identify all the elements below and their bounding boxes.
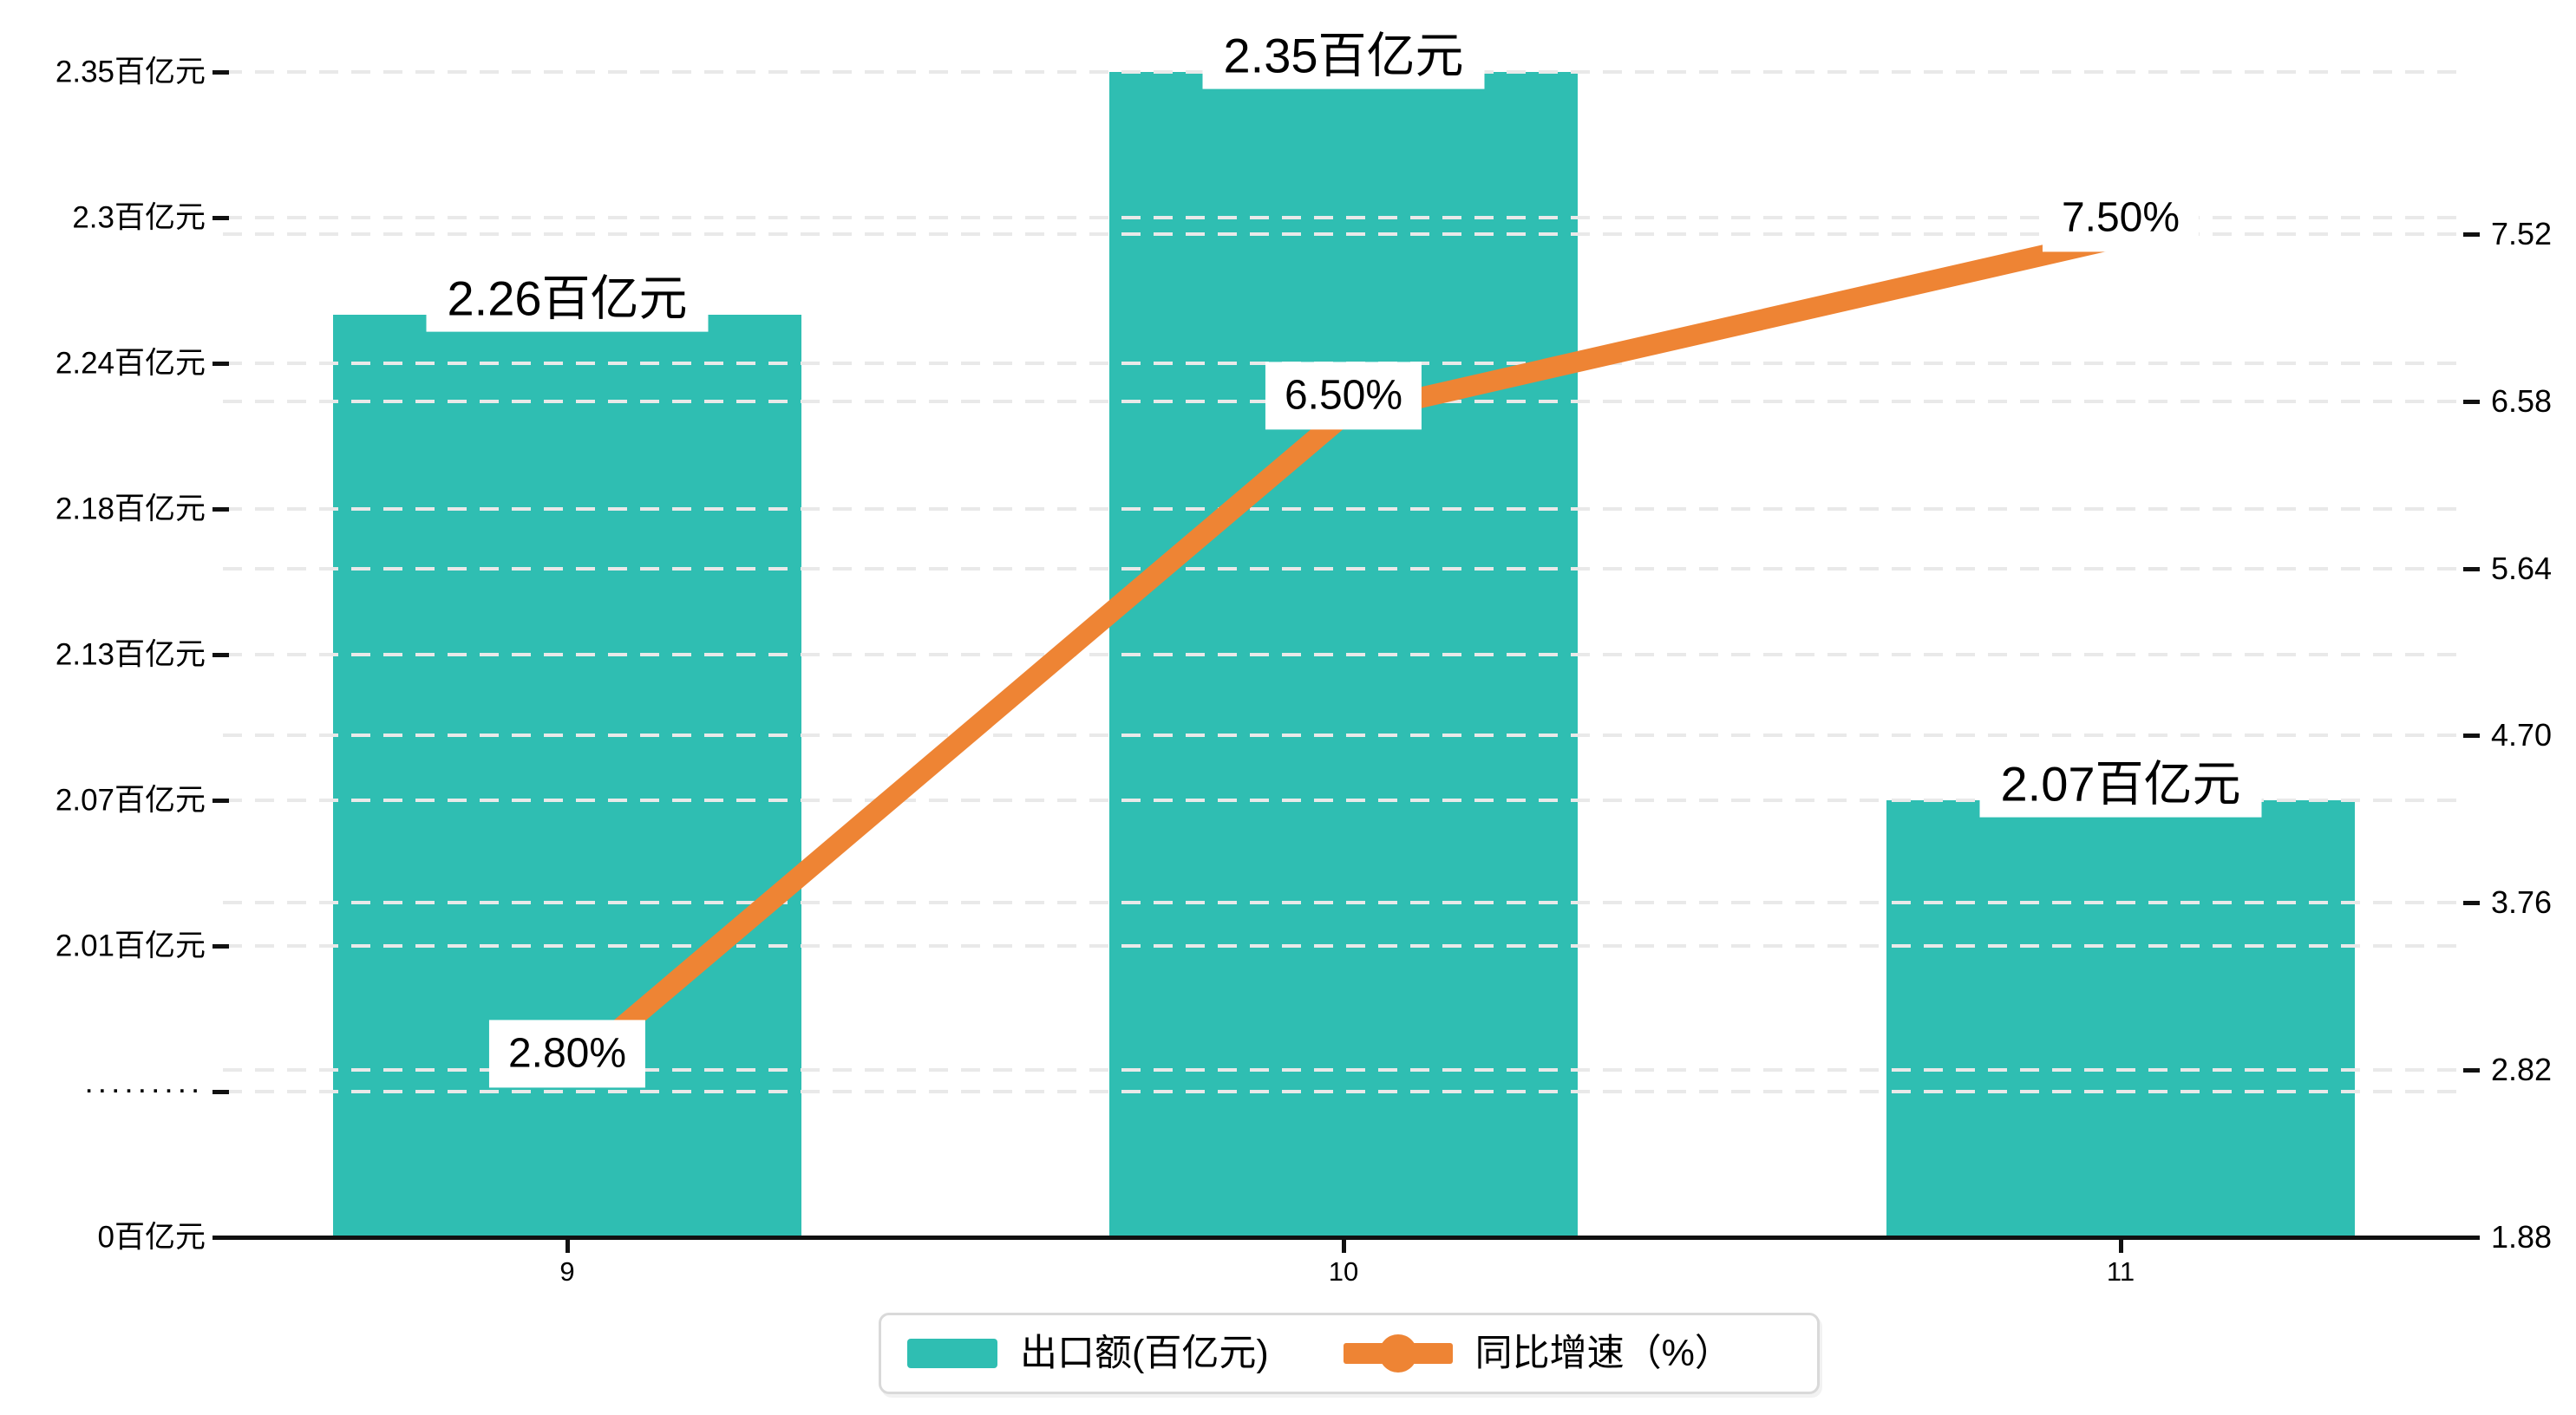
gridline <box>223 216 2460 219</box>
left-axis-tick-label: 2.35百亿元 <box>55 55 206 89</box>
growth-value-label: 2.80% <box>488 1020 646 1088</box>
gridline <box>223 507 2460 511</box>
left-axis-tick-label: 0百亿元 <box>97 1220 206 1255</box>
right-axis-tick-mark <box>2463 1236 2480 1240</box>
right-axis-tick-mark <box>2463 901 2480 905</box>
legend-label-growth: 同比增速（%） <box>1474 1332 1732 1374</box>
left-axis-tick-label: 2.13百亿元 <box>55 637 206 672</box>
left-axis-tick-mark <box>212 70 229 75</box>
x-axis-tick-label: 11 <box>2106 1256 2135 1287</box>
gridline <box>223 567 2460 571</box>
gridline <box>223 1090 2460 1093</box>
legend-label-export: 出口额(百亿元) <box>1020 1332 1269 1374</box>
left-axis-tick-mark <box>212 362 229 366</box>
left-axis-tick-mark <box>212 944 229 949</box>
right-axis-tick-label: 7.52 <box>2491 216 2553 251</box>
left-axis-tick-label: 2.01百亿元 <box>55 929 206 963</box>
legend-item-export[interactable]: 出口额(百亿元) <box>881 1315 1269 1392</box>
bar-value-label: 2.26百亿元 <box>426 265 709 332</box>
right-axis-tick-label: 2.82 <box>2491 1052 2553 1087</box>
bar-value-label: 2.07百亿元 <box>1979 751 2262 818</box>
left-axis-tick-mark <box>212 216 229 220</box>
left-axis-break-dots: ········· <box>86 1079 206 1104</box>
x-axis-tick-mark <box>2119 1240 2123 1253</box>
left-axis-tick-mark <box>212 653 229 657</box>
growth-value-label: 7.50% <box>2042 184 2200 252</box>
right-axis-tick-mark <box>2463 400 2480 404</box>
right-axis-tick-label: 5.64 <box>2491 551 2553 586</box>
right-axis-tick-mark <box>2463 734 2480 738</box>
gridline <box>223 799 2460 802</box>
gridline <box>223 944 2460 948</box>
right-axis-tick-mark <box>2463 567 2480 571</box>
right-axis-tick-mark <box>2463 232 2480 237</box>
right-axis-tick-label: 6.58 <box>2491 383 2553 419</box>
legend: 出口额(百亿元) 同比增速（%） <box>879 1313 1820 1394</box>
left-axis-tick-mark <box>212 507 229 512</box>
line-series-marker-icon <box>1343 1334 1453 1373</box>
right-axis-tick-label: 3.76 <box>2491 884 2553 920</box>
x-axis-tick-mark <box>1342 1240 1346 1253</box>
left-axis-tick-label: 2.3百亿元 <box>72 200 206 235</box>
left-axis-tick-label: 2.18百亿元 <box>55 492 206 526</box>
x-axis-tick-mark <box>566 1240 570 1253</box>
x-axis-line <box>219 1236 2479 1240</box>
left-axis-tick-label: 2.07百亿元 <box>55 783 206 818</box>
left-axis-tick-mark <box>212 799 229 803</box>
right-axis-tick-mark <box>2463 1068 2480 1073</box>
gridline <box>223 901 2460 904</box>
legend-item-growth[interactable]: 同比增速（%） <box>1269 1315 1732 1392</box>
right-axis-tick-label: 4.70 <box>2491 717 2553 753</box>
bar-11[interactable] <box>1886 800 2355 1237</box>
bar-series-swatch-icon <box>907 1339 997 1368</box>
x-axis-tick-label: 9 <box>559 1256 575 1287</box>
left-axis-tick-mark <box>212 1090 229 1094</box>
right-axis-tick-label: 1.88 <box>2491 1219 2553 1255</box>
bar-value-label: 2.35百亿元 <box>1202 23 1485 89</box>
gridline <box>223 1068 2460 1072</box>
gridline <box>223 653 2460 656</box>
x-axis-tick-label: 10 <box>1328 1256 1359 1287</box>
left-axis-tick-mark <box>212 1236 229 1240</box>
growth-value-label: 6.50% <box>1265 362 1422 430</box>
left-axis-tick-label: 2.24百亿元 <box>55 346 206 381</box>
gridline <box>223 734 2460 737</box>
gridline <box>223 232 2460 236</box>
